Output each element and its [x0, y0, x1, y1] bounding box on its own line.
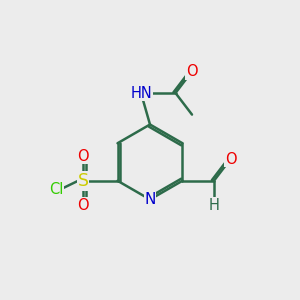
- Text: S: S: [77, 172, 88, 190]
- Text: O: O: [77, 198, 89, 213]
- Text: O: O: [77, 148, 89, 164]
- Text: O: O: [186, 64, 198, 79]
- Text: HN: HN: [130, 85, 152, 100]
- Text: H: H: [208, 198, 219, 213]
- Text: N: N: [144, 192, 156, 207]
- Text: O: O: [225, 152, 236, 167]
- Text: Cl: Cl: [49, 182, 63, 197]
